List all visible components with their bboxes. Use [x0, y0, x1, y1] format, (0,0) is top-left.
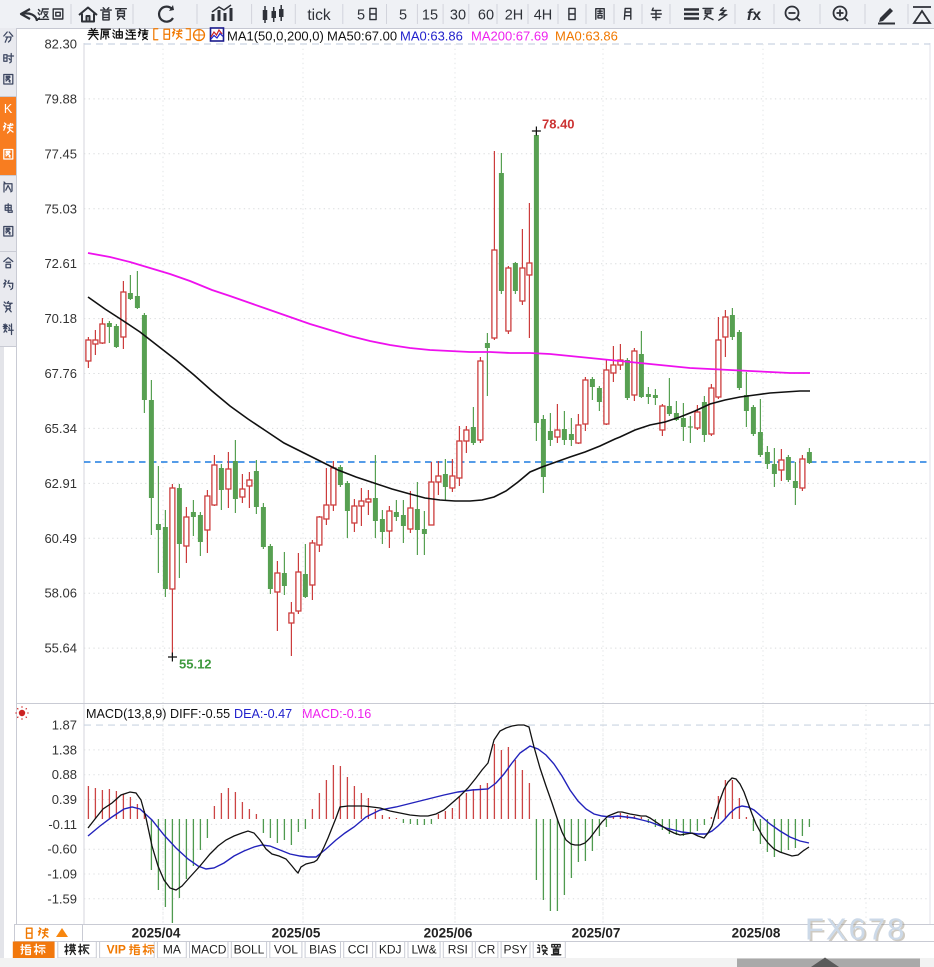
- svg-text:2025/04: 2025/04: [132, 926, 181, 941]
- svg-text:2H: 2H: [505, 8, 524, 24]
- svg-text:-0.60: -0.60: [47, 842, 77, 857]
- svg-text:4H: 4H: [534, 8, 553, 24]
- svg-text:KDJ: KDJ: [379, 943, 402, 957]
- svg-text:72.61: 72.61: [44, 256, 77, 271]
- svg-text:55.64: 55.64: [44, 641, 77, 656]
- svg-text:55.12: 55.12: [179, 657, 212, 672]
- svg-text:78.40: 78.40: [542, 117, 575, 132]
- svg-text:fx: fx: [747, 7, 761, 24]
- svg-text:-1.59: -1.59: [47, 891, 77, 906]
- svg-text:0.88: 0.88: [52, 767, 77, 782]
- svg-text:62.91: 62.91: [44, 476, 77, 491]
- svg-text:2025/08: 2025/08: [732, 926, 781, 941]
- svg-text:MA50:67.00: MA50:67.00: [327, 29, 397, 44]
- svg-text:MACD: MACD: [191, 943, 227, 957]
- svg-text:BIAS: BIAS: [309, 943, 336, 957]
- svg-text:60: 60: [478, 8, 494, 24]
- svg-text:5: 5: [399, 8, 407, 24]
- svg-text:MA200:67.69: MA200:67.69: [471, 29, 548, 44]
- svg-text:MA0:63.86: MA0:63.86: [555, 29, 618, 44]
- svg-text:15: 15: [422, 8, 438, 24]
- svg-text:RSI: RSI: [448, 943, 468, 957]
- svg-text:K: K: [4, 102, 13, 116]
- svg-text:65.34: 65.34: [44, 421, 77, 436]
- svg-text:2025/06: 2025/06: [424, 926, 473, 941]
- svg-text:75.03: 75.03: [44, 201, 77, 216]
- svg-text:60.49: 60.49: [44, 531, 77, 546]
- svg-text:79.88: 79.88: [44, 91, 77, 106]
- svg-text:58.06: 58.06: [44, 586, 77, 601]
- svg-text:LW&: LW&: [412, 943, 437, 957]
- svg-text:2025/05: 2025/05: [272, 926, 321, 941]
- svg-text:FX678: FX678: [805, 912, 906, 947]
- svg-text:BOLL: BOLL: [234, 943, 265, 957]
- svg-text:DEA:-0.47: DEA:-0.47: [234, 707, 292, 721]
- svg-text:0.39: 0.39: [52, 792, 77, 807]
- svg-text:MACD:-0.16: MACD:-0.16: [302, 707, 371, 721]
- svg-text:VIP: VIP: [107, 943, 126, 957]
- svg-text:1.87: 1.87: [52, 718, 77, 733]
- svg-text:5: 5: [357, 8, 365, 24]
- svg-text:1.38: 1.38: [52, 742, 77, 757]
- svg-text:FX678: FX678: [807, 913, 908, 948]
- svg-text:70.18: 70.18: [44, 311, 77, 326]
- svg-text:67.76: 67.76: [44, 366, 77, 381]
- svg-text:VOL: VOL: [274, 943, 298, 957]
- svg-text:CCI: CCI: [348, 943, 369, 957]
- svg-text:MA0:63.86: MA0:63.86: [400, 29, 463, 44]
- svg-text:77.45: 77.45: [44, 146, 77, 161]
- svg-text:-1.09: -1.09: [47, 867, 77, 882]
- svg-text:-0.11: -0.11: [48, 817, 77, 832]
- svg-text:30: 30: [450, 8, 466, 24]
- svg-text:2025/07: 2025/07: [572, 926, 621, 941]
- svg-text:CR: CR: [478, 943, 496, 957]
- svg-text:82.30: 82.30: [44, 37, 77, 52]
- svg-text:MA: MA: [163, 943, 181, 957]
- svg-text:MACD(13,8,9) DIFF:-0.55: MACD(13,8,9) DIFF:-0.55: [86, 707, 230, 721]
- svg-text:PSY: PSY: [503, 943, 527, 957]
- svg-text:MA1(50,0,200,0): MA1(50,0,200,0): [227, 29, 324, 44]
- svg-text:tick: tick: [307, 7, 331, 24]
